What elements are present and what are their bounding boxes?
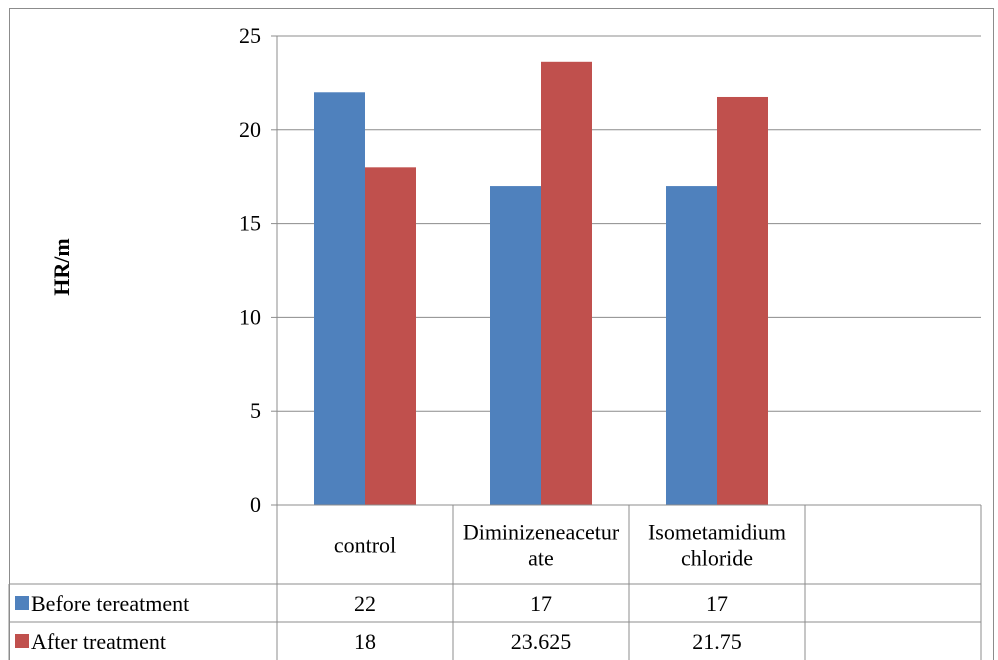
chart-frame xyxy=(9,8,994,660)
bar-after-1 xyxy=(541,61,592,506)
bar-before-2 xyxy=(666,186,717,505)
y-tick-label: 0 xyxy=(250,492,261,517)
y-axis-title: HR/m xyxy=(49,238,74,295)
bars xyxy=(314,61,768,506)
y-axis: 0 5 10 15 20 25 xyxy=(239,23,278,517)
bar-after-2 xyxy=(717,96,768,505)
bar-before-0 xyxy=(314,92,365,505)
y-tick-label: 25 xyxy=(239,23,261,48)
category-label: control xyxy=(334,533,396,558)
legend-key-before xyxy=(15,596,29,610)
category-label: Diminizeneacetur xyxy=(463,520,620,545)
category-label: ate xyxy=(528,546,554,571)
bar-before-1 xyxy=(490,186,541,505)
y-tick-label: 20 xyxy=(239,117,261,142)
data-label: 21.75 xyxy=(692,629,742,654)
legend-label: Before tereatment xyxy=(31,591,189,616)
legend-label: After treatment xyxy=(31,629,166,654)
legend-key-after xyxy=(15,634,29,648)
data-label: 18 xyxy=(354,629,376,654)
bar-after-0 xyxy=(365,167,416,505)
y-tick-label: 15 xyxy=(239,211,261,236)
y-tick-label: 5 xyxy=(250,398,261,423)
category-label: Isometamidium xyxy=(648,520,786,545)
data-label: 17 xyxy=(530,591,552,616)
data-label: 17 xyxy=(706,591,728,616)
data-label: 22 xyxy=(354,591,376,616)
category-label: chloride xyxy=(681,546,753,571)
data-label: 23.625 xyxy=(511,629,572,654)
y-tick-label: 10 xyxy=(239,304,261,329)
